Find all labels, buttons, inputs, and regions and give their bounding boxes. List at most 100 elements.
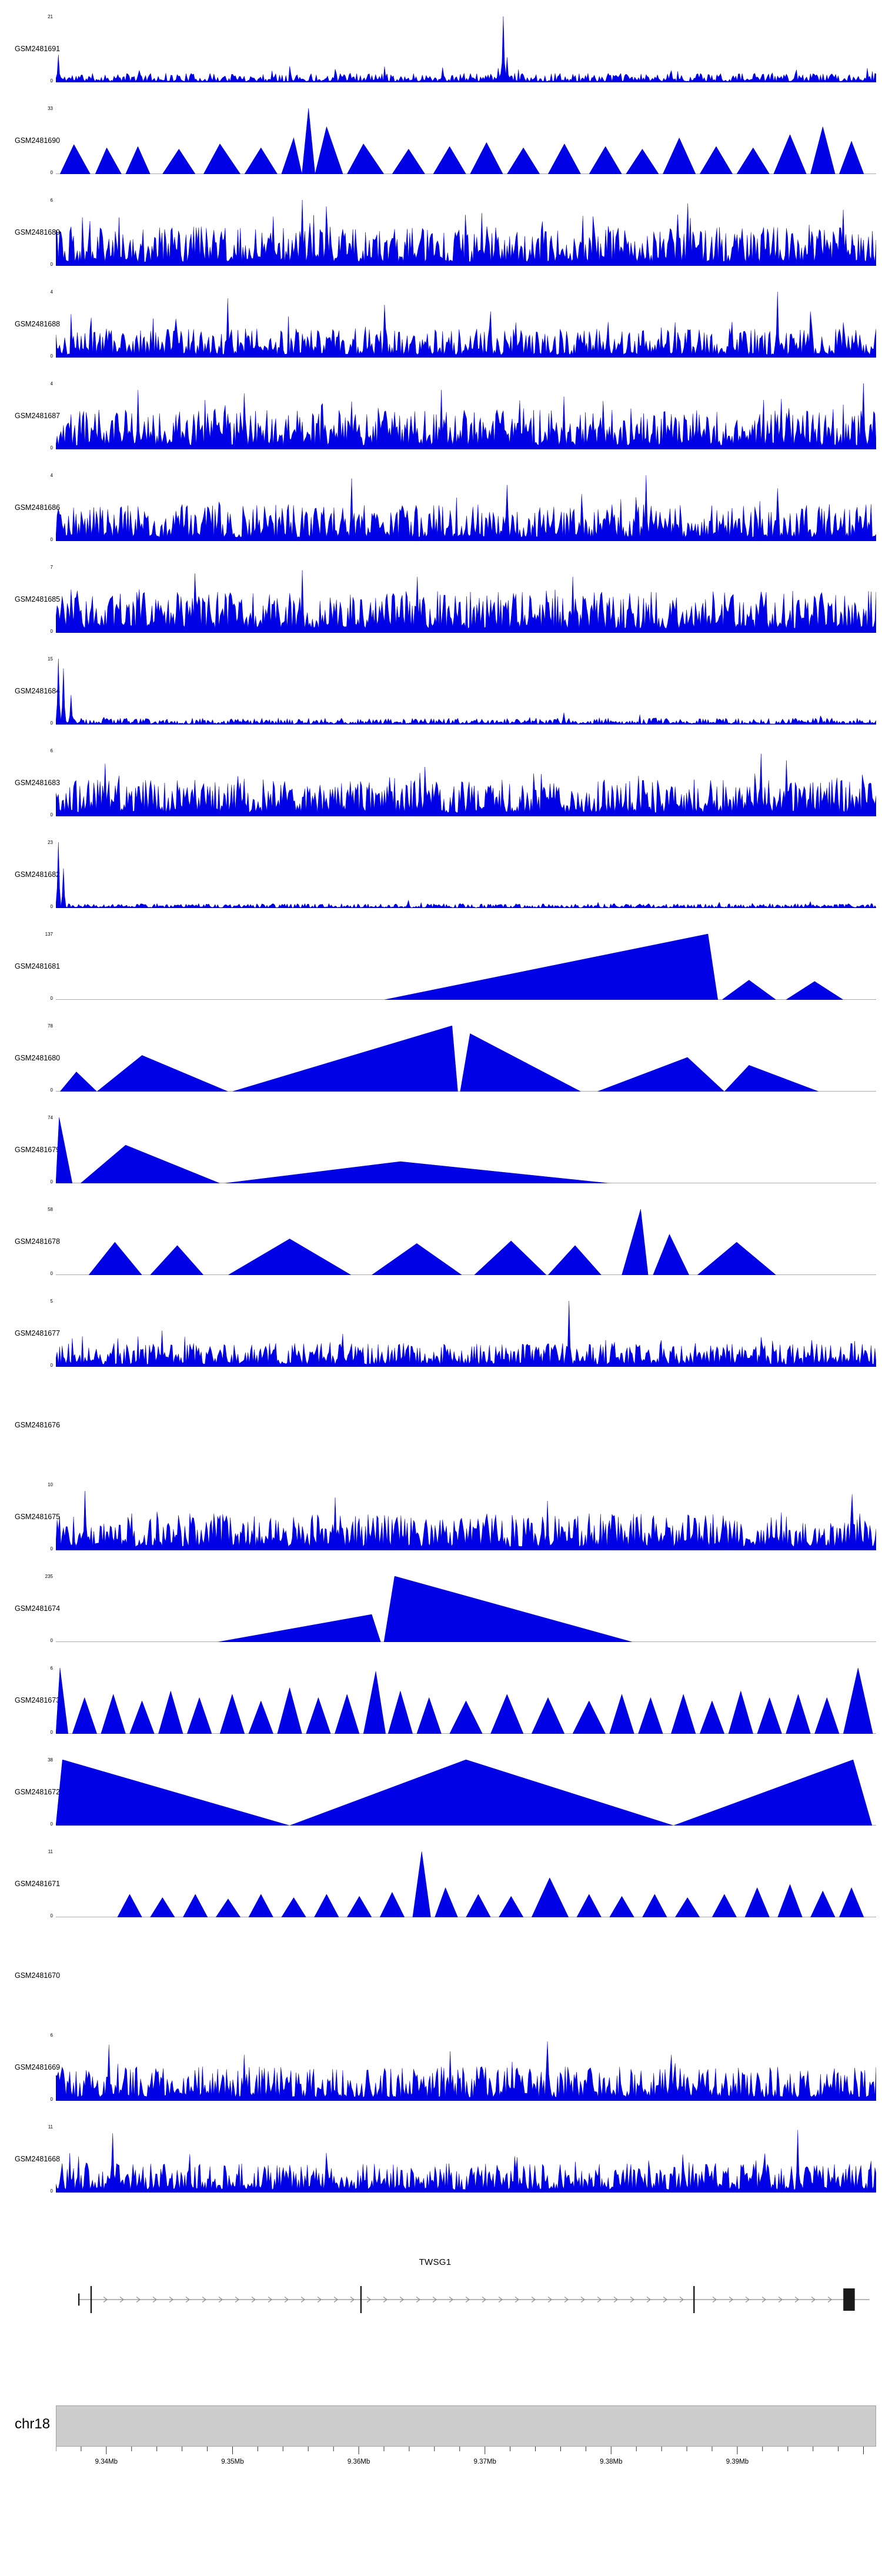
track-signal-plot <box>56 1117 876 1183</box>
strand-arrow-icon <box>712 2297 717 2303</box>
track-label: GSM2481674 <box>15 1604 61 1613</box>
strand-arrow-icon <box>613 2297 619 2303</box>
track-label: GSM2481676 <box>15 1421 61 1429</box>
track-row: GSM2481677 5 0 <box>0 1296 882 1388</box>
strand-arrow-icon <box>745 2297 750 2303</box>
strand-arrow-icon <box>794 2297 800 2303</box>
axis-tick-label: 9.38Mb <box>600 2458 623 2465</box>
track-label: GSM2481668 <box>15 2155 61 2163</box>
strand-arrow-icon <box>482 2297 487 2303</box>
track-ymax-label: 58 <box>48 1207 53 1212</box>
track-ymin-label: 0 <box>50 1730 53 1735</box>
track-ymax-label: 5 <box>50 1299 53 1304</box>
track-ymax-label: 6 <box>50 198 53 203</box>
track-ymax-label: 4 <box>50 473 53 478</box>
track-ymax-label: 78 <box>48 1023 53 1029</box>
track-label: GSM2481673 <box>15 1696 61 1704</box>
track-ymin-label: 0 <box>50 996 53 1001</box>
strand-arrow-icon <box>827 2297 833 2303</box>
track-label: GSM2481682 <box>15 870 61 879</box>
track-ymax-label: 11 <box>48 2124 53 2130</box>
track-ymin-label: 0 <box>50 812 53 817</box>
track-label: GSM2481684 <box>15 687 61 695</box>
track-ymax-label: 4 <box>50 289 53 295</box>
track-ymax-label: 7 <box>50 565 53 570</box>
gene-terminal-exon-box <box>843 2288 855 2311</box>
axis-labels: 9.34Mb 9.35Mb 9.36Mb 9.37Mb 9.38Mb 9.39Mb <box>0 2458 882 2470</box>
track-ymax-label: 74 <box>48 1115 53 1120</box>
gene-model <box>78 2286 870 2313</box>
track-signal-plot <box>56 1851 876 1917</box>
strand-arrow-icon <box>251 2297 256 2303</box>
strand-arrow-icon <box>103 2297 108 2303</box>
track-ymin-label: 0 <box>50 78 53 84</box>
chromosome-ideogram <box>56 2405 876 2447</box>
track-ymin-label: 0 <box>50 1546 53 1551</box>
strand-arrow-icon <box>580 2297 586 2303</box>
strand-arrow-icon <box>169 2297 174 2303</box>
strand-arrow-icon <box>333 2297 339 2303</box>
track-ymin-label: 0 <box>50 445 53 451</box>
strand-arrow-icon <box>416 2297 421 2303</box>
track-label: GSM2481685 <box>15 595 61 603</box>
gene-exon <box>90 2286 92 2313</box>
strand-arrow-icon <box>531 2297 536 2303</box>
strand-arrow-icon <box>202 2297 207 2303</box>
track-row: GSM2481691 21 0 <box>0 12 882 104</box>
track-ymin-label: 0 <box>50 353 53 359</box>
track-label: GSM2481671 <box>15 1880 61 1888</box>
track-signal-plot <box>56 1668 876 1734</box>
track-row: GSM2481678 58 0 <box>0 1204 882 1296</box>
track-ymax-label: 23 <box>48 840 53 845</box>
track-label: GSM2481680 <box>15 1054 61 1062</box>
strand-arrow-icon <box>514 2297 520 2303</box>
track-ymin-label: 0 <box>50 2097 53 2102</box>
track-ymax-label: 15 <box>48 656 53 662</box>
track-row: GSM2481668 11 0 <box>0 2122 882 2214</box>
track-ymin-label: 0 <box>50 1179 53 1184</box>
track-ymax-label: 21 <box>48 14 53 19</box>
track-row: GSM2481681 137 0 <box>0 929 882 1021</box>
strand-arrow-icon <box>761 2297 767 2303</box>
strand-arrow-icon <box>778 2297 783 2303</box>
track-ymax-label: 11 <box>48 1849 53 1854</box>
track-label: GSM2481679 <box>15 1146 61 1154</box>
track-ymin-label: 0 <box>50 1821 53 1827</box>
track-label: GSM2481669 <box>15 2063 61 2071</box>
track-ymax-label: 6 <box>50 2033 53 2038</box>
track-row: GSM2481689 6 0 <box>0 195 882 287</box>
strand-arrow-icon <box>152 2297 158 2303</box>
track-row: GSM2481675 10 0 <box>0 1480 882 1571</box>
axis-tick-label: 9.37Mb <box>473 2458 496 2465</box>
track-ymax-label: 4 <box>50 381 53 386</box>
track-signal-plot <box>56 1491 876 1550</box>
track-signal-plot <box>56 1301 876 1367</box>
track-signal-plot <box>56 2041 876 2101</box>
track-label: GSM2481683 <box>15 779 61 787</box>
track-row: GSM2481673 6 0 <box>0 1663 882 1755</box>
strand-arrow-icon <box>350 2297 355 2303</box>
track-row: GSM2481686 4 0 <box>0 471 882 562</box>
track-signal-plot <box>56 934 876 1000</box>
track-ymax-label: 137 <box>45 932 53 937</box>
genome-axis <box>56 2447 864 2454</box>
track-ymin-label: 0 <box>50 537 53 542</box>
gene-exon <box>78 2293 80 2306</box>
track-signal-plot <box>56 1760 876 1826</box>
track-ymin-label: 0 <box>50 170 53 175</box>
strand-arrow-icon <box>268 2297 273 2303</box>
track-ymax-label: 6 <box>50 1666 53 1671</box>
strand-arrow-icon <box>399 2297 405 2303</box>
strand-arrow-icon <box>383 2297 388 2303</box>
track-row: GSM2481685 7 0 <box>0 562 882 654</box>
track-row: GSM2481676 <box>0 1388 882 1480</box>
strand-arrow-icon <box>300 2297 306 2303</box>
gene-title: TWSG1 <box>419 2257 452 2267</box>
track-ymin-label: 0 <box>50 1271 53 1276</box>
track-row: GSM2481674 235 0 <box>0 1571 882 1663</box>
track-signal-plot <box>56 842 876 908</box>
axis-tick-label: 9.34Mb <box>95 2458 118 2465</box>
track-ymin-label: 0 <box>50 1913 53 1918</box>
track-ymin-label: 0 <box>50 629 53 634</box>
